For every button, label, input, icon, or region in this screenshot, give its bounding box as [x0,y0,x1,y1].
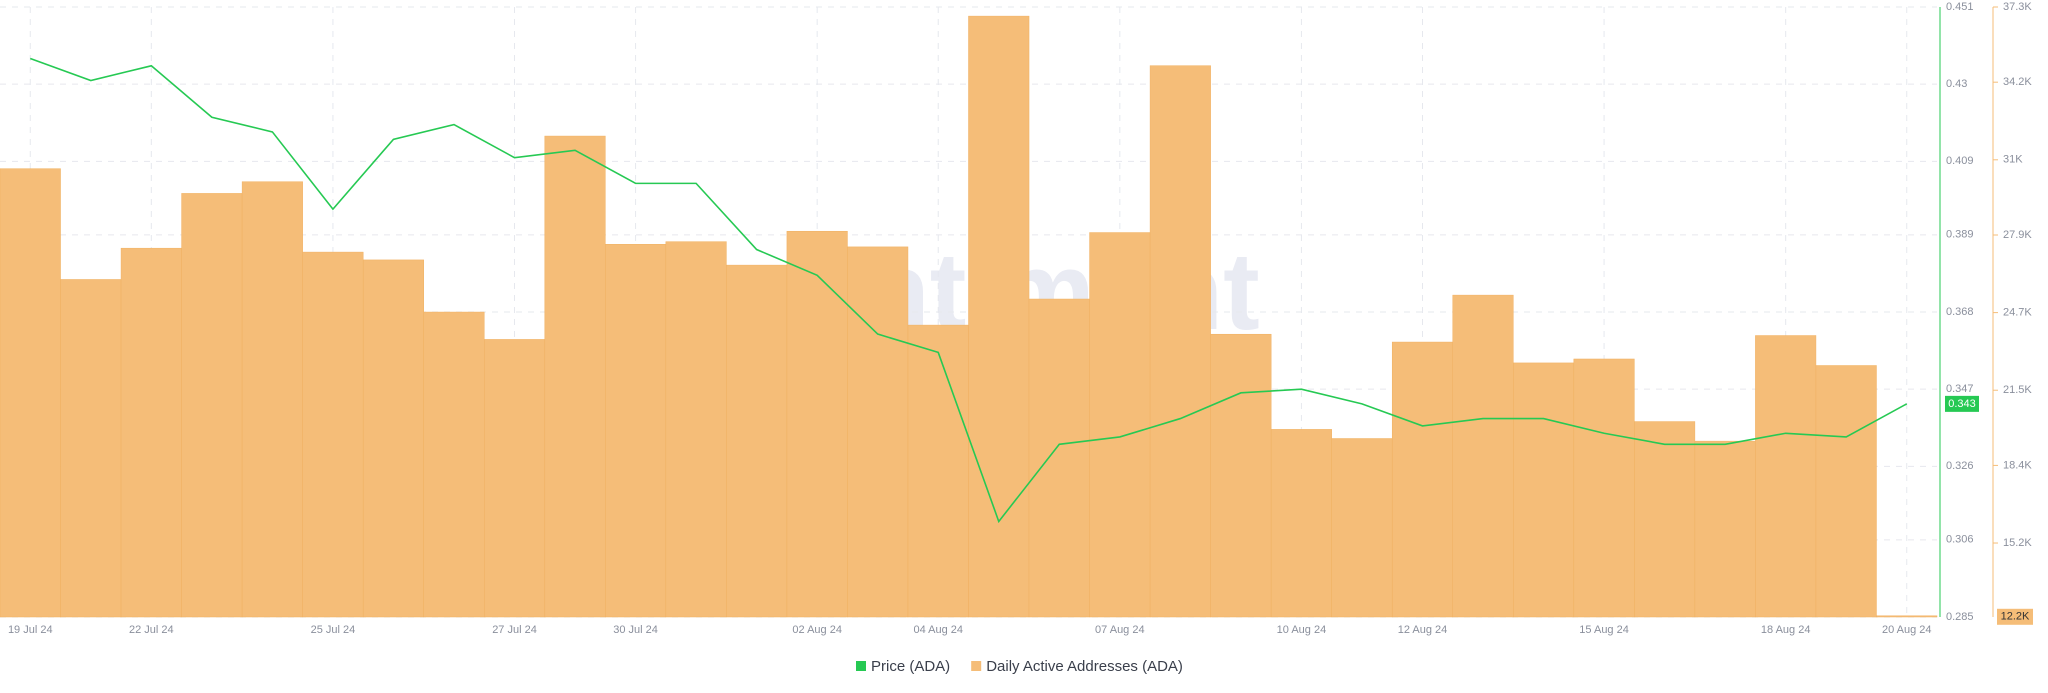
bar [907,324,969,618]
bar [1694,440,1756,618]
bar [605,244,667,618]
y-tick-label: 0.326 [1946,460,1974,472]
bar [484,339,546,618]
x-tick-label: 20 Aug 24 [1882,624,1932,636]
x-tick-label: 30 Jul 24 [613,624,658,636]
bar [1634,421,1696,618]
y2-tick-label: 21.5K [2003,384,2032,396]
y-tick-label: 0.368 [1946,306,1974,318]
bar [1028,298,1090,618]
y-tick-label: 0.389 [1946,229,1974,241]
bar [1391,341,1453,618]
x-tick-label: 02 Aug 24 [792,624,842,636]
bar [1815,365,1877,618]
bar [1755,335,1817,618]
addresses-badge-bg [1997,608,2033,625]
bar [1270,429,1332,618]
x-tick-label: 18 Aug 24 [1761,624,1811,636]
x-tick-label: 25 Jul 24 [311,624,356,636]
bar [726,264,788,618]
y-tick-label: 0.409 [1946,155,1974,167]
x-tick-label: 10 Aug 24 [1277,624,1327,636]
bar [302,251,364,618]
bar [181,193,243,618]
x-tick-label: 27 Jul 24 [492,624,537,636]
y-tick-label: 0.451 [1946,1,1974,13]
bar [0,168,61,618]
bar [1573,358,1635,618]
bar [1089,232,1151,618]
legend-label: Price (ADA) [871,658,950,675]
price-line [29,57,1908,524]
legend-swatch [856,661,866,671]
bar [786,230,848,618]
y-tick-label: 0.43 [1946,78,1967,90]
addresses-badge: 12.2K [2001,611,2030,623]
x-tick-label: 15 Aug 24 [1579,624,1629,636]
bar [968,15,1030,618]
y2-tick-label: 24.7K [2003,307,2032,319]
bar [665,241,727,618]
bar [423,311,485,618]
y2-tick-label: 37.3K [2003,1,2032,13]
bar [241,181,303,618]
x-tick-label: 12 Aug 24 [1398,624,1448,636]
y-tick-label: 0.285 [1946,611,1974,623]
bar [544,135,606,618]
bar [60,279,122,618]
legend-label: Daily Active Addresses (ADA) [986,658,1183,675]
bar [847,246,909,618]
bar [1452,294,1514,618]
legend: Price (ADA) Daily Active Addresses (ADA) [856,658,1183,675]
y-tick-label: 0.347 [1946,383,1974,395]
bar [1513,362,1575,618]
bar [1331,438,1393,618]
bar [1149,65,1211,618]
price-badge: 0.343 [1948,398,1976,410]
legend-swatch [971,661,982,671]
bar [362,259,424,618]
x-tick-label: 04 Aug 24 [913,624,963,636]
y2-tick-label: 15.2K [2003,537,2032,549]
x-tick-label: 22 Jul 24 [129,624,174,636]
x-tick-label: 19 Jul 24 [8,624,53,636]
x-tick-label: 07 Aug 24 [1095,624,1145,636]
bar [1210,333,1272,618]
y2-tick-label: 18.4K [2003,459,2032,471]
bar [1876,615,1938,618]
price-badge-bg [1945,395,1979,412]
bar [120,247,182,618]
y-tick-label: 0.306 [1946,534,1974,546]
y2-tick-label: 34.2K [2003,76,2032,88]
y2-tick-label: 27.9K [2003,229,2032,241]
y2-tick-label: 31K [2003,154,2023,166]
